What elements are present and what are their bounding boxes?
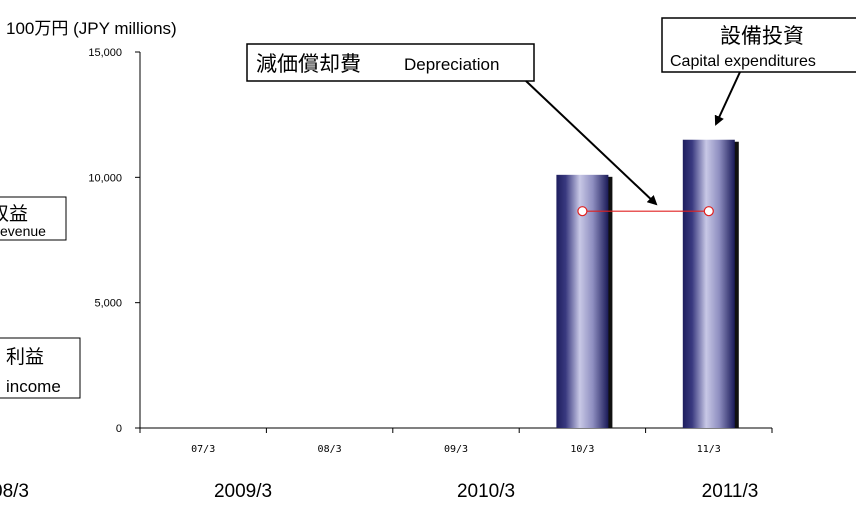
revenue-jp: 収益 [0,203,28,225]
bars [556,139,739,428]
x-tick-labels: 07/3 08/3 09/3 10/3 11/3 [191,444,721,455]
x-tick-label: 09/3 [444,444,468,455]
x-tick-label: 08/3 [318,444,342,455]
axes [135,51,773,433]
y-tick-label: 0 [116,423,122,435]
bottom-year-label: 2011/3 [702,481,759,502]
callout-depreciation-en: Depreciation [404,55,499,74]
y-tick-label: 10,000 [88,172,122,184]
callout-depreciation-box [246,43,535,82]
revenue-box [0,196,67,241]
callout-capex-en: Capital expenditures [670,53,816,70]
callout-depreciation-jp: 減価償却費 [256,53,361,76]
income-box [0,337,81,399]
callout-capex-jp: 設備投資 [720,25,804,48]
income-en: income [6,377,61,396]
y-tick-labels: 0 5,000 10,000 15,000 [88,47,122,435]
x-tick-label: 11/3 [697,444,721,455]
depreciation-point [577,206,588,217]
y-tick-label: 15,000 [88,47,122,59]
bottom-year-label: 08/3 [0,481,29,502]
callout-capex-arrow [714,71,741,126]
bar-10-3 [556,174,609,428]
callout-depreciation-arrow [525,80,658,206]
callout-capex-box [661,17,856,73]
depreciation-point [703,206,714,217]
revenue-en: evenue [0,223,46,239]
line-series [577,206,714,217]
bottom-year-labels: 08/3 2009/3 2010/3 2011/3 [0,481,758,502]
revenue-label-box: 収益 evenue [0,196,67,241]
bottom-year-label: 2010/3 [457,481,515,502]
callout-capex: 設備投資 Capital expenditures [661,17,856,126]
bar-11-3 [682,139,735,428]
bottom-year-label: 2009/3 [214,481,272,502]
x-tick-label: 10/3 [570,444,594,455]
x-tick-label: 07/3 [191,444,215,455]
unit-label: 100万円 (JPY millions) [6,19,177,38]
income-jp: 利益 [6,346,44,368]
callout-depreciation: 減価償却費 Depreciation [246,43,658,206]
y-tick-label: 5,000 [94,298,122,310]
income-label-box: 利益 income [0,337,81,399]
